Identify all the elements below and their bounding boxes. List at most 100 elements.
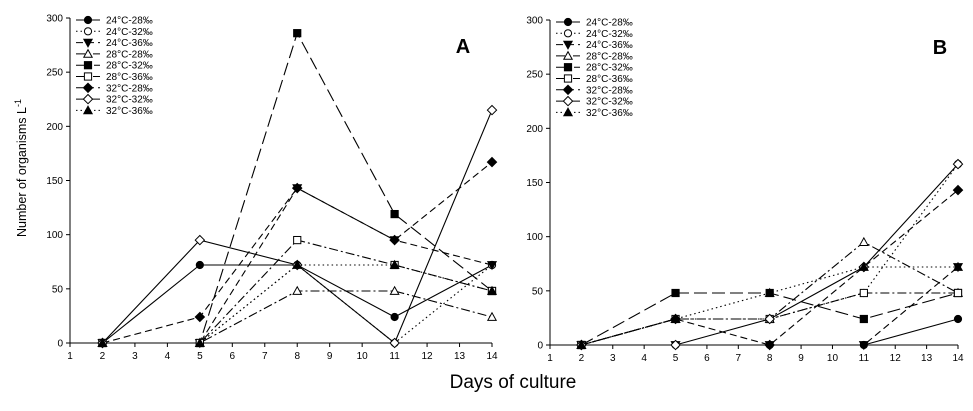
y-tick-label: 150 [46,176,63,187]
legend-label: 28°C-28‰ [586,51,633,62]
legend-label: 32°C-36‰ [106,106,153,117]
legend-marker [82,93,94,105]
series-line [581,266,959,346]
y-axis-title-main: Number of organisms L [15,107,29,237]
y-tick-label: 200 [46,122,63,133]
data-point [859,314,868,324]
series-line [581,266,958,346]
data-point [486,156,498,168]
x-tick-label: 3 [610,353,616,364]
x-tick-label: 5 [673,353,679,364]
data-point [292,259,303,269]
legend-marker [563,74,573,83]
data-point [194,337,205,347]
data-point [858,261,869,271]
legend-marker [83,61,93,70]
legend-marker [562,50,574,60]
y-tick-label: 250 [46,68,63,79]
data-point [195,260,204,270]
legend-label: 24°C-32‰ [586,29,633,40]
x-tick-label: 7 [736,353,742,364]
x-tick-label: 11 [389,351,400,362]
data-point [389,234,400,246]
data-point [389,285,400,295]
legend-label: 24°C-36‰ [106,38,153,49]
x-tick-label: 6 [704,353,710,364]
data-point [671,288,680,298]
legend: 24°C-28‰24°C-32‰24°C-36‰28°C-28‰28°C-32‰… [76,16,153,117]
data-point [764,339,775,351]
data-point [576,339,587,349]
data-point [952,261,964,271]
y-tick-label: 300 [46,14,63,25]
data-point [764,313,775,325]
data-point [390,312,399,322]
x-tick-label: 3 [132,351,138,362]
data-point [858,341,869,351]
y-tick-label: 200 [526,124,543,135]
x-tick-label: 4 [165,351,171,362]
x-tick-label: 2 [100,351,106,362]
data-point [390,209,399,219]
legend-marker [82,82,94,94]
data-point [486,104,498,116]
legend-label: 24°C-28‰ [106,16,153,27]
x-tick-label: 10 [357,351,369,362]
legend-marker [562,95,574,107]
legend-marker [83,72,93,81]
data-point [859,288,868,298]
data-point [293,29,302,38]
data-point [670,339,681,351]
series-line [102,109,493,344]
data-point [389,259,400,269]
legend-marker [562,40,574,50]
data-point [389,337,400,349]
series-line [102,264,493,344]
x-tick-label: 1 [547,353,553,364]
x-tick-label: 12 [422,351,434,362]
panel-label: B [933,37,947,59]
x-tick-label: 5 [197,351,203,362]
legend: 24°C-28‰24°C-32‰24°C-36‰28°C-28‰28°C-32‰… [556,18,633,119]
legend-label: 28°C-36‰ [586,74,633,85]
panel-a: 1 2 3 4 5 6 7 8 9 10 11 12 13 14050100150200250300A24… [46,14,498,363]
data-point [486,285,498,295]
legend-label: 28°C-32‰ [106,61,153,72]
x-tick-label: 14 [486,351,498,362]
legend-marker [563,17,573,27]
x-tick-label: 8 [294,351,300,362]
x-tick-label: 7 [262,351,268,362]
data-point [194,234,206,246]
data-point [486,261,498,271]
legend-label: 32°C-36‰ [586,108,633,119]
legend-marker [562,107,574,117]
x-tick-label: 2 [579,353,585,364]
series-line [102,161,493,344]
x-tick-label: 9 [327,351,333,362]
series-line [102,264,493,344]
y-tick-label: 250 [526,70,543,81]
y-tick-label: 50 [52,284,64,295]
data-point [194,311,206,323]
y-tick-label: 50 [532,286,544,297]
legend-label: 32°C-28‰ [106,83,153,94]
x-tick-label: 14 [952,353,964,364]
legend-marker [82,48,94,58]
panel-b: 1 2 3 4 5 6 7 8 9 10 11 12 13 14050100150200250300B24… [526,16,964,365]
legend-label: 28°C-32‰ [586,63,633,74]
x-tick-label: 4 [641,353,647,364]
x-tick-label: 1 [67,351,73,362]
y-tick-label: 300 [526,16,543,27]
data-point [486,311,498,321]
data-point [953,314,963,324]
data-point [670,313,681,323]
x-tick-label: 8 [767,353,773,364]
series-line [102,290,493,344]
series-line [102,264,493,344]
data-point [858,236,869,246]
legend-marker [82,38,94,48]
legend-marker [83,27,93,36]
panel-label: A [456,36,470,58]
legend-marker [563,29,573,38]
